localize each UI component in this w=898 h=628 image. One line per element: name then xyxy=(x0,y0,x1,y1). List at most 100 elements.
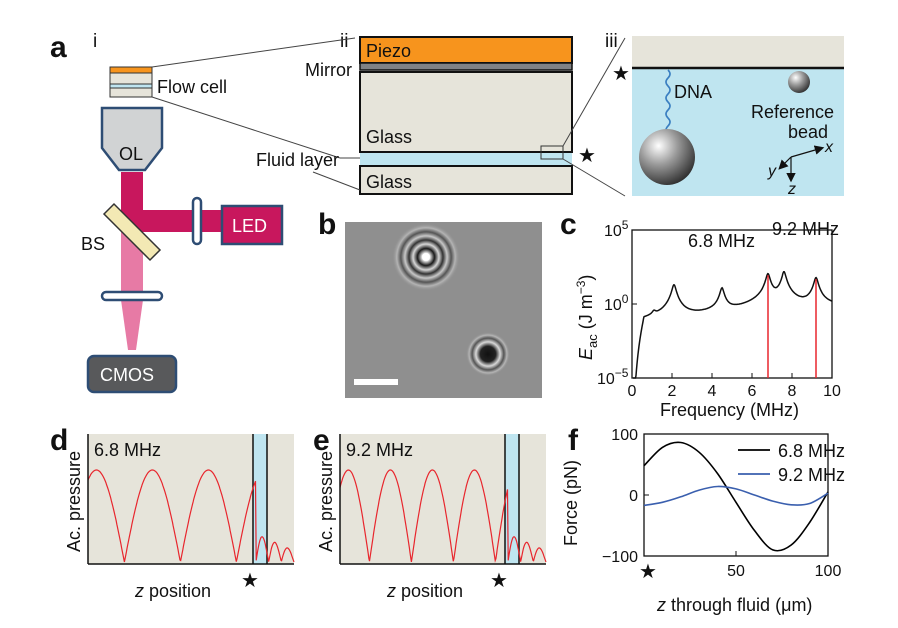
axis-x-label: x xyxy=(824,139,834,156)
scale-bar xyxy=(354,379,398,385)
fluid-layer xyxy=(360,153,572,165)
panel-letter-c: c xyxy=(560,208,577,241)
c-xtick-label: 4 xyxy=(708,383,717,400)
glass-bottom-layer xyxy=(359,165,573,195)
subpanel-iii-label: iii xyxy=(605,31,618,52)
annotation-9-2-mhz: 9.2 MHz xyxy=(772,219,839,239)
zoom-line-iii-bottom xyxy=(562,158,626,197)
c-xtick-label: 2 xyxy=(668,383,677,400)
glass-bottom-leader xyxy=(312,171,361,191)
f-series-line-1 xyxy=(643,485,829,507)
ytick-1e0: 100 xyxy=(604,292,629,314)
annotation-6-8-mhz: 6.8 MHz xyxy=(688,231,755,251)
led-filter xyxy=(191,196,203,246)
bead-image-reference-bead xyxy=(466,332,510,376)
star-icon: ★ xyxy=(578,145,596,167)
spectrum-plot: 0 2 4 6 8 10 xyxy=(628,229,841,400)
legend-label-9-2: 9.2 MHz xyxy=(778,465,845,485)
f-ytick-label: 0 xyxy=(629,488,638,505)
mirror-layer xyxy=(359,62,573,71)
flow-cell-glass-mini-bottom xyxy=(109,87,153,98)
c-xtick-label: 8 xyxy=(788,383,797,400)
f-ytick-label: −100 xyxy=(602,549,638,566)
star-icon: ★ xyxy=(639,561,657,583)
star-icon: ★ xyxy=(612,63,630,85)
objective-lens xyxy=(100,106,164,172)
f-ytick-label: 100 xyxy=(611,427,638,444)
beam-splitter-label: BS xyxy=(81,234,105,254)
glass-top-layer xyxy=(359,71,573,153)
e-frequency-label: 9.2 MHz xyxy=(346,440,413,460)
ytick-1e5: 105 xyxy=(604,218,629,240)
force-plot: −100 0 100 50 100 xyxy=(602,427,841,580)
panel-letter-d: d xyxy=(50,424,68,457)
f-xtick-label: 100 xyxy=(815,563,842,580)
cmos-camera xyxy=(86,354,178,394)
panel-c: c 6.8 MHz 9.2 MHz 0 2 4 6 8 10 105 100 10−5 F… xyxy=(560,208,841,420)
zoom-line-bottom xyxy=(151,96,341,159)
zoom-line-top xyxy=(151,37,356,68)
panel-letter-f: f xyxy=(568,424,579,457)
cmos-label: CMOS xyxy=(100,365,154,385)
ytick-1e-5: 10−5 xyxy=(597,366,629,388)
d-pressure-curve xyxy=(87,469,295,563)
glass-bottom-label: Glass xyxy=(366,172,412,192)
c-xtick-label: 10 xyxy=(823,383,841,400)
zoom-line-iii-top xyxy=(562,37,626,147)
led-label: LED xyxy=(232,216,267,236)
c-xtick-label: 0 xyxy=(628,383,637,400)
bead-image-center xyxy=(422,253,430,261)
panel-e: e 9.2 MHz Ac. pressure z position ★ xyxy=(313,424,547,601)
mirror-label: Mirror xyxy=(305,60,352,80)
panel-letter-b: b xyxy=(318,208,336,241)
axis-y-arrow xyxy=(778,156,792,170)
dna-label: DNA xyxy=(674,82,712,102)
reference-bead-label-2: bead xyxy=(788,122,828,142)
axis-z-label: z xyxy=(787,181,796,198)
panel-a: a i ii iii Flow cell OL BS xyxy=(50,31,844,394)
fluid-layer-label: Fluid layer xyxy=(256,150,339,170)
reference-bead-label-1: Reference xyxy=(751,102,834,122)
flow-cell-glass-mini xyxy=(109,72,153,85)
f-ylabel: Force (pN) xyxy=(561,460,581,546)
reference-bead xyxy=(788,71,810,93)
flow-cell-piezo-mini xyxy=(109,66,153,74)
led-box xyxy=(220,204,284,246)
piezo-label: Piezo xyxy=(366,41,411,61)
f-xlabel: z through fluid (μm) xyxy=(656,595,812,615)
panel-letter-a: a xyxy=(50,31,67,64)
subpanel-i-label: i xyxy=(93,31,97,52)
dna-bead xyxy=(639,129,695,185)
axis-y-label: y xyxy=(767,163,777,180)
e-xlabel: z position xyxy=(386,581,463,601)
microscope-schematic: Flow cell OL BS LED CMOS xyxy=(81,37,356,394)
panel-f: f −100 0 100 50 100 Force (pN) z through flu… xyxy=(561,424,845,615)
star-icon: ★ xyxy=(490,570,508,592)
zoom-box xyxy=(540,145,564,160)
subpanel-ii-label: ii xyxy=(340,31,348,52)
e-pressure-curve xyxy=(339,469,547,563)
f-series-line-0 xyxy=(643,441,829,552)
glass-top-label: Glass xyxy=(366,127,412,147)
panel-letter-e: e xyxy=(313,424,330,457)
d-frequency-label: 6.8 MHz xyxy=(94,440,161,460)
beam-splitter xyxy=(102,202,162,262)
beam-upper xyxy=(121,172,143,210)
legend-label-6-8: 6.8 MHz xyxy=(778,441,845,461)
c-xlabel: Frequency (MHz) xyxy=(660,400,799,420)
c-spectrum-line xyxy=(633,271,833,379)
e-ylabel: Ac. pressure xyxy=(316,451,336,552)
piezo-layer xyxy=(359,36,573,64)
flow-cell-label: Flow cell xyxy=(157,77,227,97)
c-ylabel: Eac (J m−3) xyxy=(574,275,600,360)
flow-cell-cross-section: Piezo Mirror Glass Fluid layer Glass ★ xyxy=(256,36,626,197)
panel-b: b xyxy=(318,208,542,398)
flow-cell-fluid-mini xyxy=(109,83,153,89)
star-icon: ★ xyxy=(241,570,259,592)
panel-d: d 6.8 MHz Ac. pressure z position ★ xyxy=(50,424,295,601)
f-xtick-label: 50 xyxy=(727,563,745,580)
d-xlabel: z position xyxy=(134,581,211,601)
detail-glass xyxy=(632,36,844,68)
zoom-detail: ★ DNA Reference bead x y z xyxy=(612,36,844,198)
